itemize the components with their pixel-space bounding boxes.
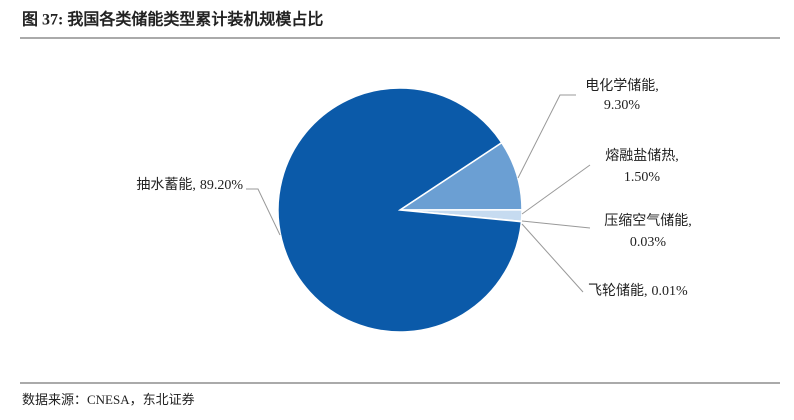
leader-line <box>521 164 591 215</box>
source: 数据来源：CNESA，东北证券 <box>22 392 195 407</box>
slice-label-group: 飞轮储能, 0.01% <box>588 283 688 299</box>
value-label: 0.01% <box>652 284 689 299</box>
leader-line <box>517 94 576 179</box>
slice-label: 抽水蓄能, <box>136 177 196 193</box>
leader-line <box>521 223 584 293</box>
slice-label: 熔融盐储热, <box>605 148 679 164</box>
slice-label: 电化学储能, <box>585 78 659 94</box>
value-label: 9.30% <box>604 98 641 113</box>
slice-label-group: 抽水蓄能, 89.20% <box>136 177 243 193</box>
leader-line <box>246 188 281 236</box>
chart-title: 图 37: 我国各类储能类型累计装机规模占比 <box>22 10 323 29</box>
pie-slice <box>277 87 523 333</box>
slice-label: 压缩空气储能, <box>604 213 692 229</box>
leader-line <box>521 220 591 229</box>
value-label: 89.20% <box>200 178 244 193</box>
slice-label: 飞轮储能, <box>588 283 648 299</box>
value-label: 1.50% <box>624 170 661 185</box>
value-label: 0.03% <box>630 235 667 250</box>
